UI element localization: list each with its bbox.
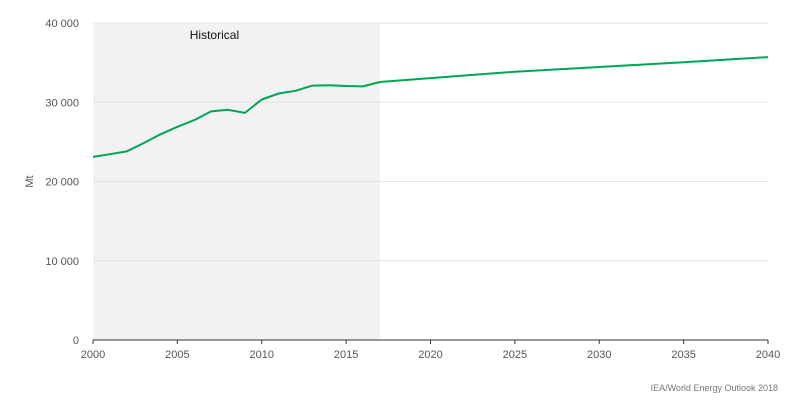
historical-label: Historical [190,28,239,42]
x-tick-label: 2035 [671,349,695,361]
x-tick-label: 2025 [503,349,527,361]
x-tick-label: 2005 [165,349,189,361]
x-tick-label: 2015 [334,349,358,361]
source-note: IEA/World Energy Outlook 2018 [650,383,778,393]
y-tick-label: 0 [73,335,79,347]
y-axis-title: Mt [24,175,36,187]
x-tick-label: 2040 [756,349,780,361]
x-tick-label: 2020 [418,349,442,361]
y-axis-tick-labels: 0 10 000 20 000 30 000 40 000 [45,18,79,347]
series-line [92,56,769,158]
x-tick-label: 2000 [81,349,105,361]
x-tick-label: 2030 [587,349,611,361]
y-tick-label: 30 000 [45,97,79,109]
x-axis-tick-labels: 2000 2005 2010 2015 2020 2025 2030 2035 2040 [81,340,780,361]
gridlines [93,22,768,262]
y-tick-label: 10 000 [45,256,79,268]
y-tick-label: 20 000 [45,177,79,189]
x-tick-label: 2010 [250,349,274,361]
y-tick-label: 40 000 [45,18,79,30]
